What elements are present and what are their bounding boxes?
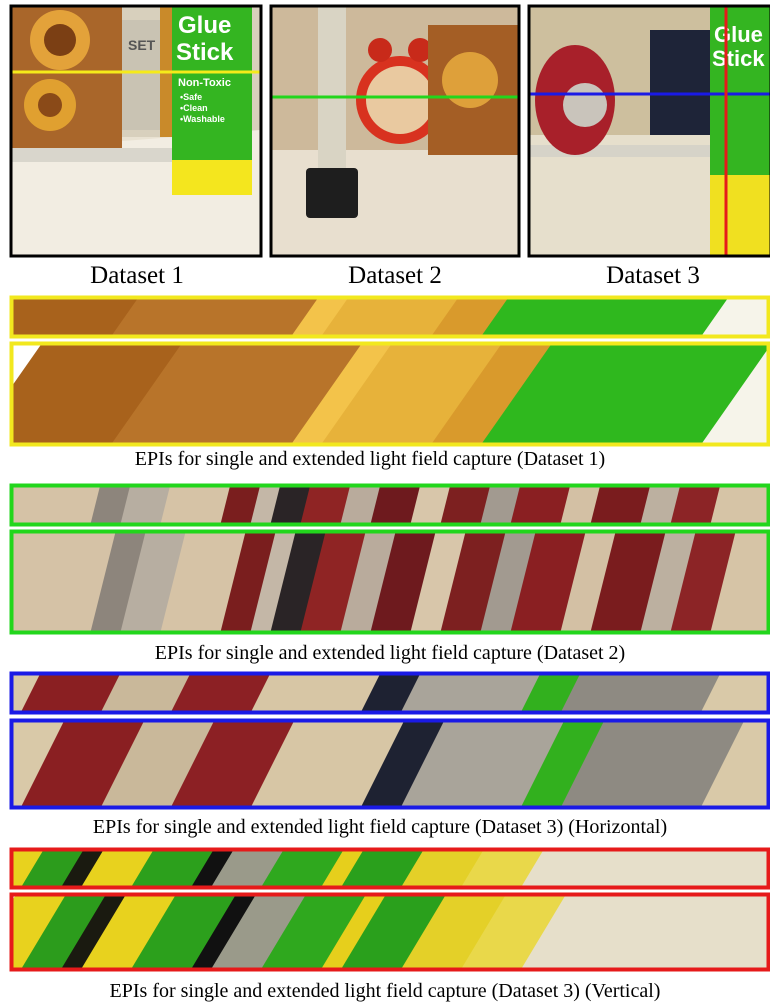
photo-text: Stick — [176, 39, 234, 66]
epi — [0, 672, 770, 714]
caption: EPIs for single and extended light field… — [93, 816, 667, 838]
figure: SET Glue Stick Non-Toxic •Safe •Clean •W… — [0, 0, 770, 1005]
epi — [0, 893, 770, 971]
epi-band — [520, 848, 770, 889]
panel-label: Dataset 1 — [90, 262, 184, 289]
photo-dataset-2 — [272, 7, 518, 255]
epi — [0, 484, 770, 526]
panel-label: Dataset 3 — [606, 262, 700, 289]
photo-text: Stick — [712, 46, 765, 71]
epi — [0, 342, 770, 446]
epi — [0, 848, 770, 889]
epi-band — [710, 484, 770, 526]
photo-text: Non-Toxic — [178, 77, 231, 89]
photo-text: Glue — [178, 12, 231, 39]
photo-text: •Clean — [180, 103, 208, 113]
panel-label: Dataset 2 — [348, 262, 442, 289]
caption: EPIs for single and extended light field… — [155, 642, 625, 664]
caption: EPIs for single and extended light field… — [135, 448, 605, 470]
photo-dataset-3: Glue Stick — [530, 7, 770, 255]
photo-text: •Washable — [180, 114, 225, 124]
epi — [0, 296, 770, 338]
photo-text: •Safe — [180, 92, 202, 102]
photo-text: SET — [128, 37, 156, 53]
caption: EPIs for single and extended light field… — [110, 980, 661, 1002]
photo-dataset-1: SET Glue Stick Non-Toxic •Safe •Clean •W… — [12, 7, 260, 255]
epi — [0, 530, 770, 634]
epi — [0, 719, 770, 809]
photo-text: Glue — [714, 22, 763, 47]
epi-group — [0, 296, 770, 971]
